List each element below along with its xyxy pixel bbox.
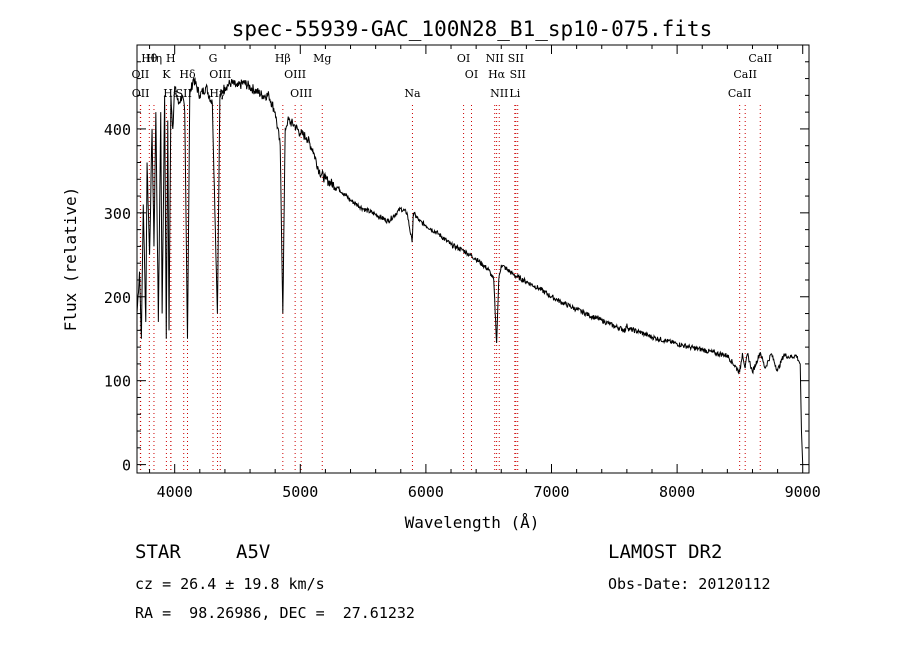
line-marker-label: OII [132, 68, 150, 81]
line-marker-label: OIII [209, 68, 231, 81]
line-marker-label: CaII [748, 52, 772, 65]
y-axis: 0 100 200 300 400 [104, 61, 809, 475]
x-tick-label: 9000 [785, 483, 821, 501]
line-marker-label: Hδ [179, 68, 196, 81]
obs-date-text: Obs-Date: 20120112 [608, 575, 771, 593]
class-label: STAR [135, 541, 181, 563]
y-axis-label: Flux (relative) [61, 187, 80, 332]
x-tick-label: 6000 [408, 483, 444, 501]
line-marker-label: K [162, 68, 171, 81]
spectrum-series [136, 76, 804, 465]
line-marker-label: H [166, 52, 176, 65]
line-marker-label: Na [404, 87, 421, 100]
plot-frame [136, 44, 810, 474]
spectrum-line [136, 76, 804, 465]
line-marker-label: OI [465, 68, 478, 81]
survey-label: LAMOST DR2 [608, 541, 723, 563]
line-marker-label: OI [457, 52, 470, 65]
line-marker-label: OIII [290, 87, 312, 100]
line-marker-label: NII [490, 87, 508, 100]
y-tick-label: 0 [122, 457, 131, 475]
subclass-label: A5V [236, 541, 271, 563]
y-tick-label: 100 [104, 373, 131, 391]
x-tick-label: 7000 [533, 483, 569, 501]
line-marker-label: SII [510, 68, 526, 81]
line-marker-label: Mg [313, 52, 331, 65]
y-tick-label: 200 [104, 289, 131, 307]
coords-text: RA = 98.26986, DEC = 27.61232 [135, 604, 415, 622]
x-axis-label: Wavelength (Å) [405, 513, 540, 532]
y-tick-label: 300 [104, 205, 131, 223]
redshift-text: cz = 26.4 ± 19.8 km/s [135, 575, 325, 593]
x-axis: 4000 5000 6000 7000 8000 9000 [149, 45, 821, 501]
line-marker-label: CaII [733, 68, 757, 81]
y-tick-label: 400 [104, 121, 131, 139]
line-marker-label: OII [132, 87, 150, 100]
line-marker-label: Hθ [141, 52, 158, 65]
line-marker-label: Li [509, 87, 520, 100]
line-marker-label: SII [508, 52, 524, 65]
line-marker-label: Hη [146, 52, 162, 65]
chart-title: spec-55939-GAC_100N28_B1_sp10-075.fits [232, 17, 712, 41]
line-marker-label: OIII [284, 68, 306, 81]
line-marker-label: Hβ [275, 52, 291, 65]
x-tick-label: 4000 [157, 483, 193, 501]
line-marker-label: CaII [728, 87, 752, 100]
line-marker-label: SII [176, 87, 192, 100]
x-tick-label: 8000 [659, 483, 695, 501]
line-marker-label: Hα [488, 68, 506, 81]
x-tick-label: 5000 [282, 483, 318, 501]
line-marker-label: G [209, 52, 218, 65]
line-marker-label: NII [486, 52, 504, 65]
emission-line-markers: HθOIIOIIKHηHεHHδSIIGOIIIHγHβOIIIOIIIMgNa… [132, 52, 772, 473]
